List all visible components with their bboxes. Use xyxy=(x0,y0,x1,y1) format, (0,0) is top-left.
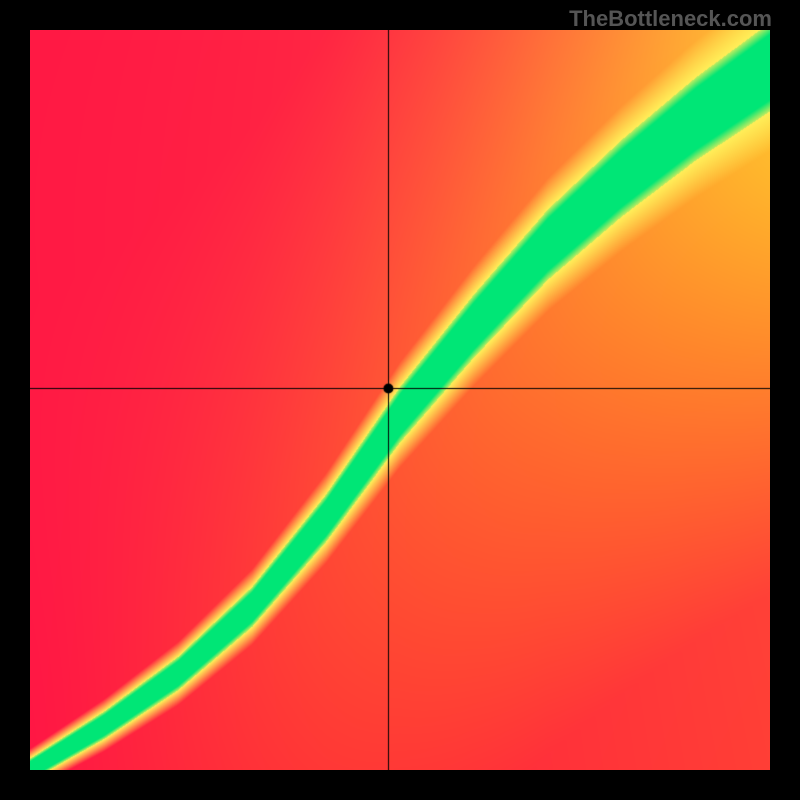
chart-container: TheBottleneck.com xyxy=(0,0,800,800)
watermark-text: TheBottleneck.com xyxy=(569,6,772,32)
bottleneck-heatmap xyxy=(30,30,770,770)
